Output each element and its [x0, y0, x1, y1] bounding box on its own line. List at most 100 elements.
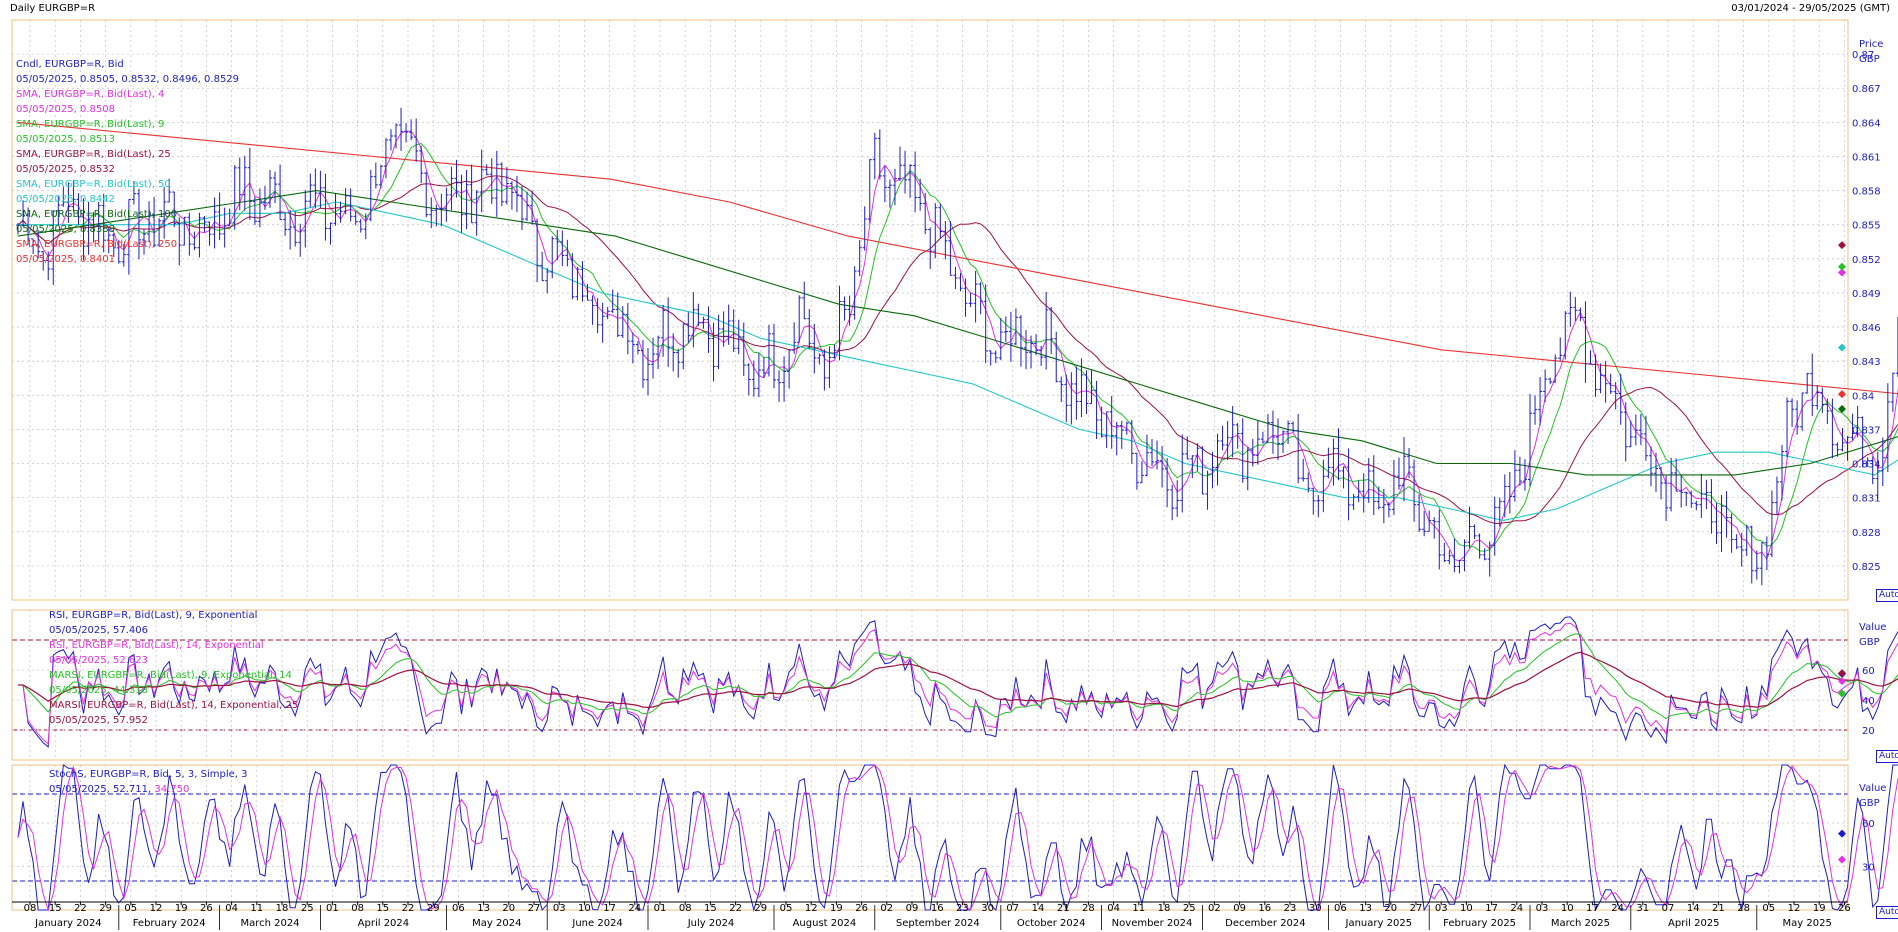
price-auto-scale-button[interactable]: Auto	[1876, 589, 1898, 602]
price-last-marker	[1838, 343, 1846, 352]
x-tick-label: 05	[124, 903, 137, 914]
price-tick-label: 0.87	[1852, 50, 1874, 61]
legend-entry-name: Cndl, EURGBP=R, Bid	[16, 59, 124, 70]
x-tick-label: 13	[477, 903, 490, 914]
x-tick-label: 24	[628, 903, 641, 914]
x-tick-label: 19	[175, 903, 188, 914]
x-tick-label: 15	[376, 903, 389, 914]
price-tick-label: 0.867	[1852, 84, 1881, 95]
x-tick-label: 23	[1284, 903, 1297, 914]
rsi-legend: RSI, EURGBP=R, Bid(Last), 9, Exponential…	[49, 608, 298, 728]
x-tick-label: 26	[200, 903, 213, 914]
stoch-tick-label: 30	[1862, 863, 1875, 874]
candlestick-series	[16, 107, 1898, 586]
x-tick-label: 08	[351, 903, 364, 914]
sma50-line	[18, 201, 1898, 521]
legend-entry-name: MARSI, EURGBP=R, Bid(Last), 14, Exponent…	[49, 700, 299, 711]
price-tick-label: 0.861	[1852, 152, 1881, 163]
month-label: May 2024	[472, 918, 521, 929]
month-label: December 2024	[1225, 918, 1305, 929]
price-tick-label: 0.864	[1852, 118, 1881, 129]
x-tick-label: 18	[276, 903, 289, 914]
legend-entry-name: SMA, EURGBP=R, Bid(Last), 25	[16, 149, 171, 160]
rsi-last-marker	[1838, 669, 1846, 678]
rsi-last-marker	[1838, 689, 1846, 698]
price-last-marker	[1838, 262, 1846, 271]
price-last-marker	[1838, 390, 1846, 399]
x-tick-label: 03	[1536, 903, 1549, 914]
x-tick-label: 25	[1183, 903, 1196, 914]
sma4-line	[17, 130, 1898, 562]
price-tick-label: 0.84	[1852, 391, 1874, 402]
x-tick-label: 10	[1561, 903, 1574, 914]
price-tick-label: 0.837	[1852, 425, 1881, 436]
x-tick-label: 12	[805, 903, 818, 914]
legend-entry-name: RSI, EURGBP=R, Bid(Last), 14, Exponentia…	[49, 640, 264, 651]
stoch-legend-d: 34.750	[154, 784, 190, 795]
month-label: March 2024	[240, 918, 299, 929]
x-tick-label: 23	[956, 903, 969, 914]
x-tick-label: 25	[301, 903, 314, 914]
x-tick-label: 21	[1712, 903, 1725, 914]
rsi-tick-label: 60	[1862, 666, 1875, 677]
price-axis-unit: GBP	[1859, 54, 1880, 65]
rsi-axis-title: Value	[1859, 622, 1887, 633]
price-tick-label: 0.828	[1852, 528, 1881, 539]
x-tick-label: 08	[24, 903, 37, 914]
stoch-legend-k: 52.711,	[113, 784, 152, 795]
legend-entry-value: 05/05/2025, 0.8532	[16, 164, 115, 175]
x-tick-label: 10	[1460, 903, 1473, 914]
month-label: January 2025	[1345, 918, 1413, 929]
legend-entry-name: MARSI, EURGBP=R, Bid(Last), 9, Exponenti…	[49, 670, 292, 681]
stoch-axis-title: Value	[1859, 783, 1887, 794]
legend-entry-value: 05/05/2025, 0.8388	[16, 224, 115, 235]
legend-entry-name: SMA, EURGBP=R, Bid(Last), 9	[16, 119, 165, 130]
x-tick-label: 19	[1813, 903, 1826, 914]
price-last-marker	[1838, 241, 1846, 250]
x-tick-label: 24	[1611, 903, 1624, 914]
price-tick-label: 0.843	[1852, 357, 1881, 368]
x-tick-label: 04	[1107, 903, 1120, 914]
x-tick-label: 05	[780, 903, 793, 914]
x-tick-label: 29	[99, 903, 112, 914]
month-label: September 2024	[896, 918, 980, 929]
rsi-series	[18, 616, 1898, 748]
x-tick-label: 31	[1636, 903, 1649, 914]
x-tick-label: 08	[679, 903, 692, 914]
legend-entry-name: SMA, EURGBP=R, Bid(Last), 4	[16, 89, 165, 100]
rsi-auto-scale-button[interactable]: Auto	[1876, 750, 1898, 763]
x-tick-label: 17	[603, 903, 616, 914]
grid-lines	[12, 20, 1848, 910]
x-tick-label: 02	[1208, 903, 1221, 914]
marsi14-line	[18, 651, 1898, 709]
legend-entry-value: 05/05/2025, 57.952	[49, 715, 148, 726]
price-legend: Cndl, EURGBP=R, Bid 05/05/2025, 0.8505, 0…	[16, 57, 239, 267]
x-tick-label: 24	[1510, 903, 1523, 914]
price-panel-frame	[11, 19, 1849, 601]
x-tick-label: 09	[906, 903, 919, 914]
legend-entry-value: 05/05/2025, 0.8401	[16, 254, 115, 265]
sma9-line	[17, 143, 1898, 552]
x-tick-label: 07	[1006, 903, 1019, 914]
marsi9-line	[18, 633, 1898, 720]
x-tick-label: 10	[578, 903, 591, 914]
stoch-auto-scale-button[interactable]: Auto	[1876, 906, 1898, 919]
x-tick-label: 01	[654, 903, 667, 914]
x-axis-labels: 08 15 22 29 05 12 19 26 04 11 18 25 01 08 15 22 29 06 13 20…	[12, 901, 1851, 930]
price-tick-label: 0.834	[1852, 460, 1881, 471]
x-tick-label: 15	[704, 903, 717, 914]
month-label: February 2025	[1443, 918, 1516, 929]
x-tick-label: 06	[452, 903, 465, 914]
price-axis-title: Price	[1859, 39, 1884, 50]
x-tick-label: 19	[830, 903, 843, 914]
x-tick-label: 28	[1082, 903, 1095, 914]
month-label: January 2024	[34, 918, 102, 929]
month-label: July 2024	[687, 918, 735, 929]
x-tick-label: 20	[502, 903, 515, 914]
month-label: March 2025	[1551, 918, 1610, 929]
stoch-legend-name: StochS, EURGBP=R, Bid, 5, 3, Simple, 3	[49, 769, 248, 780]
x-tick-label: 30	[1309, 903, 1322, 914]
legend-entry-name: SMA, EURGBP=R, Bid(Last), 100	[16, 209, 178, 220]
panel-frames	[11, 19, 1849, 911]
